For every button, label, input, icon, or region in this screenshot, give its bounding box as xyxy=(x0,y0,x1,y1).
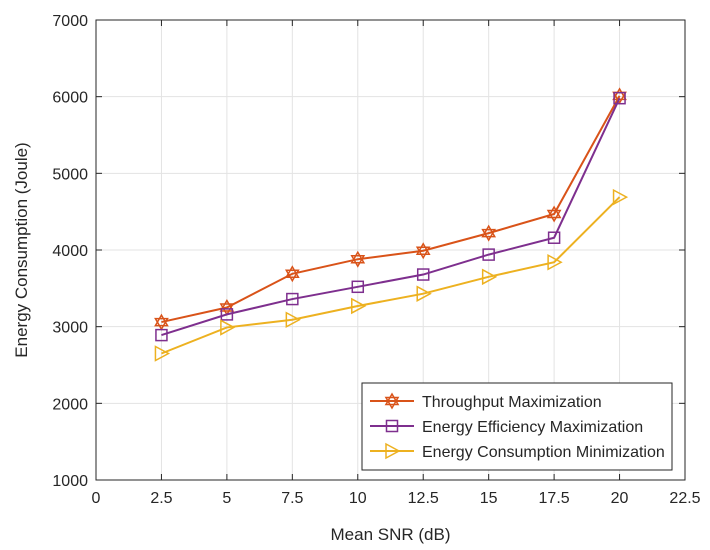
x-tick-label: 10 xyxy=(349,490,367,507)
series-3-point xyxy=(154,345,171,362)
y-tick-label: 3000 xyxy=(52,320,88,337)
y-tick-label: 6000 xyxy=(52,90,88,107)
series-3-point xyxy=(416,285,432,302)
series-1 xyxy=(154,87,627,331)
marker-triangle-up xyxy=(219,298,235,312)
legend-label-3: Energy Consumption Minimization xyxy=(422,444,665,461)
legend-label-2: Energy Efficiency Maximization xyxy=(422,419,643,436)
marker-triangle-up xyxy=(415,242,431,256)
legend-marker-2 xyxy=(385,419,399,433)
marker-triangle-up xyxy=(481,224,497,238)
axis-ticks: 0 2.5 5 7.5 10 12.5 15 17.5 20 22.5 1000 2000 3000 40… xyxy=(52,13,700,507)
series-1-point xyxy=(154,313,169,331)
x-tick-label: 5 xyxy=(222,490,231,507)
x-tick-label: 0 xyxy=(92,490,101,507)
series-layer xyxy=(154,87,629,362)
series-2 xyxy=(155,91,626,342)
series-2-point xyxy=(351,280,365,294)
series-1-point xyxy=(415,242,431,260)
marker-triangle-up xyxy=(384,392,400,406)
series-1-point xyxy=(350,250,366,268)
marker-triangle-down xyxy=(350,254,366,268)
x-tick-label: 20 xyxy=(611,490,629,507)
marker-triangle-down xyxy=(546,209,562,223)
series-2-point xyxy=(613,91,626,105)
x-tick-label: 15 xyxy=(480,490,498,507)
marker-triangle-down xyxy=(481,228,497,242)
series-2-point xyxy=(155,328,168,342)
legend: Throughput Maximization Energy Efficiency… xyxy=(361,382,673,471)
series-3-line xyxy=(161,196,621,355)
series-3-point xyxy=(612,188,629,206)
x-tick-label: 12.5 xyxy=(408,490,439,507)
series-3-point xyxy=(547,254,563,271)
series-2-point xyxy=(482,248,495,261)
marker-triangle-down xyxy=(384,396,400,410)
legend-marker-1 xyxy=(384,392,400,410)
x-tick-label: 2.5 xyxy=(150,490,172,507)
series-3 xyxy=(154,188,629,362)
series-2-point xyxy=(220,308,234,321)
marker-triangle-up xyxy=(284,265,300,279)
series-1-point xyxy=(481,224,497,242)
x-tick-label: 17.5 xyxy=(539,490,570,507)
y-tick-label: 2000 xyxy=(52,396,88,413)
series-2-point xyxy=(547,231,561,244)
marker-triangle-up xyxy=(154,313,169,327)
series-1-point xyxy=(284,265,300,283)
y-tick-label: 5000 xyxy=(52,166,88,183)
series-3-point xyxy=(351,297,367,315)
y-tick-label: 7000 xyxy=(52,13,88,30)
marker-triangle-down xyxy=(284,269,300,283)
legend-label-1: Throughput Maximization xyxy=(422,394,602,411)
series-2-line xyxy=(161,97,621,337)
series-3-point xyxy=(220,319,236,336)
x-tick-label: 22.5 xyxy=(669,490,700,507)
y-tick-label: 4000 xyxy=(52,243,88,260)
y-axis-label: Energy Consumption (Joule) xyxy=(12,142,31,357)
series-2-point xyxy=(286,292,299,306)
series-1-line xyxy=(161,95,621,324)
x-axis-label: Mean SNR (dB) xyxy=(331,525,451,544)
series-2-point xyxy=(416,268,430,281)
marker-triangle-down xyxy=(154,317,169,331)
marker-triangle-up xyxy=(546,205,562,219)
series-3-point xyxy=(481,268,498,286)
series-3-point xyxy=(285,311,301,329)
marker-triangle-up xyxy=(350,250,366,264)
series-1-point xyxy=(546,205,562,223)
x-tick-label: 7.5 xyxy=(281,490,303,507)
y-tick-label: 1000 xyxy=(52,473,88,490)
marker-triangle-down xyxy=(415,246,431,260)
legend-marker-3 xyxy=(385,442,401,460)
